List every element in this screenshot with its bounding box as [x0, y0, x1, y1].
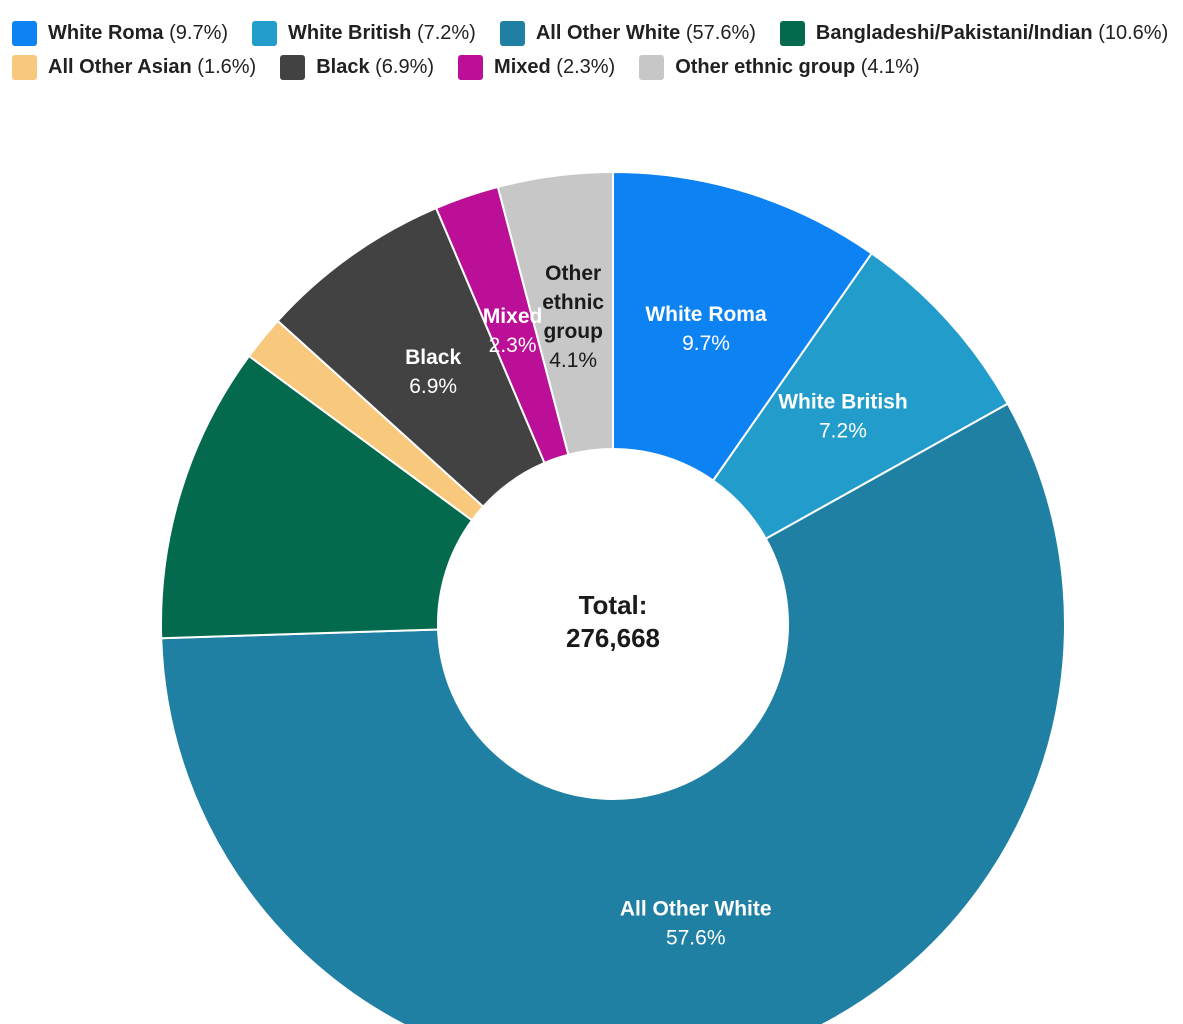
slice-label: White British: [778, 391, 908, 414]
legend-percent: (9.7%): [169, 22, 229, 44]
legend-item[interactable]: White British (7.2%): [252, 21, 476, 46]
pie-slice-black[interactable]: [276, 206, 546, 509]
slice-label: 4.1%: [549, 349, 597, 372]
legend-item[interactable]: All Other White (57.6%): [499, 21, 756, 46]
legend-label: Mixed: [494, 56, 551, 78]
slice-label: ethnic: [542, 291, 604, 314]
legend-item[interactable]: All Other Asian (1.6%): [12, 55, 256, 80]
legend-label: Black: [316, 56, 370, 78]
legend-percent: (7.2%): [416, 22, 476, 44]
legend-item[interactable]: Mixed (2.3%): [458, 55, 615, 80]
legend-text: Bangladeshi/Pakistani/Indian (10.6%): [816, 21, 1168, 46]
slice-label: White Roma: [645, 303, 767, 326]
legend-swatch: [458, 55, 484, 80]
legend-swatch: [499, 21, 525, 46]
legend-label: White Roma: [48, 22, 164, 44]
legend-item[interactable]: White Roma (9.7%): [12, 21, 228, 46]
legend-swatch: [12, 55, 37, 80]
legend-label: Other ethnic group: [675, 56, 856, 78]
legend-swatch: [639, 55, 665, 80]
pie-slice-bangladeshi-pakistani-indian[interactable]: [160, 354, 474, 640]
legend-swatch: [779, 21, 805, 46]
legend-text: White British (7.2%): [288, 21, 476, 46]
pie-slice-all-other-white[interactable]: [160, 402, 1066, 1024]
legend-text: Other ethnic group (4.1%): [675, 55, 919, 80]
legend-percent: (1.6%): [197, 56, 257, 78]
slice-label: All Other White: [620, 897, 772, 920]
legend-text: All Other White (57.6%): [536, 21, 756, 46]
total-title: Total:: [578, 590, 648, 620]
legend-percent: (57.6%): [685, 22, 756, 44]
slice-label: 9.7%: [682, 332, 730, 355]
legend-label: All Other Asian: [48, 56, 192, 78]
chart-legend: White Roma (9.7%) White British (7.2%) A…: [0, 0, 1183, 80]
slice-label: Other: [545, 262, 601, 285]
legend-swatch: [252, 21, 278, 46]
slice-label: 2.3%: [489, 334, 537, 357]
slice-label: 7.2%: [819, 420, 867, 443]
legend-item[interactable]: Bangladeshi/Pakistani/Indian (10.6%): [779, 21, 1168, 46]
pie-slice-other-ethnic-group[interactable]: [496, 170, 614, 456]
slice-label: Mixed: [483, 305, 543, 328]
slice-label: Black: [405, 346, 461, 369]
legend-percent: (4.1%): [860, 56, 920, 78]
legend-swatch: [280, 55, 306, 80]
legend-percent: (2.3%): [556, 56, 616, 78]
total-label: Total: 276,668: [566, 589, 660, 655]
legend-percent: (6.9%): [375, 56, 435, 78]
legend-swatch: [12, 21, 37, 46]
legend-label: White British: [288, 22, 412, 44]
slice-label: group: [543, 320, 602, 343]
legend-label: Bangladeshi/Pakistani/Indian: [815, 22, 1093, 44]
legend-text: Mixed (2.3%): [494, 55, 615, 80]
legend-percent: (10.6%): [1098, 22, 1169, 44]
slice-label: 57.6%: [666, 926, 726, 949]
legend-text: All Other Asian (1.6%): [48, 55, 256, 80]
legend-item[interactable]: Other ethnic group (4.1%): [639, 55, 920, 80]
legend-label: All Other White: [535, 22, 681, 44]
pie-slice-white-roma[interactable]: [612, 170, 874, 482]
legend-text: White Roma (9.7%): [48, 21, 228, 46]
legend-item[interactable]: Black (6.9%): [280, 55, 434, 80]
total-value: 276,668: [566, 623, 660, 653]
slice-label: 6.9%: [409, 375, 457, 398]
legend-text: Black (6.9%): [316, 55, 434, 80]
